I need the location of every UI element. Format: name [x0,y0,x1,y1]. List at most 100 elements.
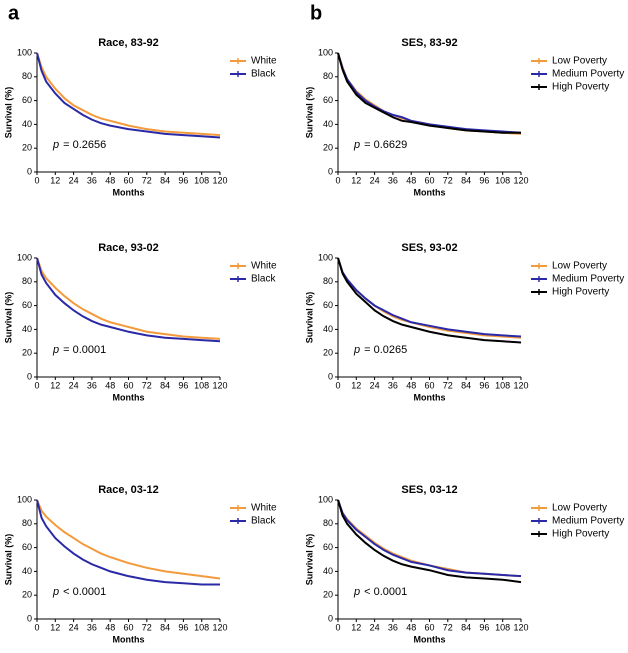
survival-line [36,257,221,340]
x-tick-label: 84 [160,175,170,185]
p-text: = 0.6629 [364,139,407,151]
x-axis-label: Months [113,187,145,197]
legend-label: Medium Poverty [552,274,624,285]
x-tick-label: 36 [388,380,398,390]
x-axis-label: Months [414,634,446,644]
x-tick-label: 48 [406,175,416,185]
x-tick-label: 84 [160,622,170,632]
y-tick-label: 100 [17,494,32,504]
y-tick-label: 100 [17,252,32,262]
x-axis-label: Months [414,392,446,402]
y-tick-label: 40 [323,324,333,334]
x-tick-label: 12 [351,175,361,185]
y-tick-label: 40 [22,119,32,129]
x-tick-label: 72 [443,175,453,185]
legend-label: Black [251,69,276,80]
survival-line [337,499,522,584]
x-tick-label: 120 [212,622,227,632]
survival-line [337,257,522,338]
x-tick-label: 24 [69,380,79,390]
x-tick-label: 24 [69,175,79,185]
x-tick-label: 0 [34,622,39,632]
survival-line [337,257,522,344]
y-tick-label: 0 [27,166,32,176]
y-tick-label: 60 [323,300,333,310]
x-tick-label: 96 [178,622,188,632]
legend-label: High Poverty [552,287,609,298]
survival-line [337,52,521,134]
survival-line [36,499,221,580]
p-text: = 0.0001 [63,344,106,356]
x-axis-label: Months [414,187,446,197]
x-tick-label: 48 [105,380,115,390]
y-tick-label: 80 [22,518,32,528]
panel-label: a [8,2,20,24]
y-tick-label: 100 [318,252,333,262]
p-symbol: p [52,586,59,598]
x-tick-label: 72 [142,622,152,632]
panel-label: b [310,2,322,24]
x-tick-label: 72 [443,622,453,632]
legend-label: Black [251,274,276,285]
legend-label: Medium Poverty [552,69,624,80]
y-axis-label: Survival (%) [3,292,13,344]
p-value: p < 0.0001 [52,586,106,598]
y-tick-label: 0 [328,613,333,623]
y-tick-label: 80 [323,71,333,81]
x-tick-label: 48 [406,622,416,632]
y-tick-label: 60 [323,542,333,552]
x-tick-label: 12 [50,175,60,185]
y-tick-label: 0 [27,613,32,623]
y-tick-label: 60 [22,542,32,552]
legend-label: Low Poverty [552,503,607,514]
survival-line [36,257,221,343]
p-text: < 0.0001 [364,586,407,598]
p-value: p < 0.0001 [353,586,407,598]
x-tick-label: 0 [335,175,340,185]
x-tick-label: 84 [461,380,471,390]
legend-label: Black [251,516,276,527]
y-tick-label: 20 [323,348,333,358]
p-symbol: p [353,586,360,598]
x-tick-label: 0 [335,622,340,632]
y-axis-label: Survival (%) [304,292,314,344]
x-tick-label: 36 [87,175,97,185]
p-symbol: p [353,139,360,151]
y-tick-label: 40 [323,119,333,129]
survival-line [36,499,220,586]
y-tick-label: 40 [323,566,333,576]
x-tick-label: 108 [495,175,510,185]
p-value: p = 0.0265 [353,344,407,356]
y-tick-label: 20 [323,143,333,153]
legend-label: White [251,261,277,272]
p-text: = 0.0265 [364,344,407,356]
x-tick-label: 24 [370,175,380,185]
x-tick-label: 0 [34,380,39,390]
x-tick-label: 12 [50,622,60,632]
y-tick-label: 100 [17,47,32,57]
y-tick-label: 80 [323,518,333,528]
chart-title: SES, 93-02 [401,242,457,254]
x-tick-label: 24 [370,622,380,632]
x-tick-label: 0 [34,175,39,185]
x-tick-label: 48 [406,380,416,390]
y-tick-label: 20 [22,590,32,600]
y-tick-label: 20 [323,590,333,600]
p-value: p = 0.2656 [52,139,106,151]
y-axis-label: Survival (%) [3,87,13,139]
x-tick-label: 0 [335,380,340,390]
legend-label: White [251,56,277,67]
x-tick-label: 108 [194,380,209,390]
x-tick-label: 72 [142,175,152,185]
x-tick-label: 48 [105,622,115,632]
x-tick-label: 108 [194,175,209,185]
x-tick-label: 60 [424,175,434,185]
x-tick-label: 72 [142,380,152,390]
y-tick-label: 100 [318,494,333,504]
x-tick-label: 84 [461,175,471,185]
y-tick-label: 60 [22,95,32,105]
p-symbol: p [52,344,59,356]
x-tick-label: 108 [495,622,510,632]
x-tick-label: 108 [194,622,209,632]
x-tick-label: 120 [513,175,528,185]
